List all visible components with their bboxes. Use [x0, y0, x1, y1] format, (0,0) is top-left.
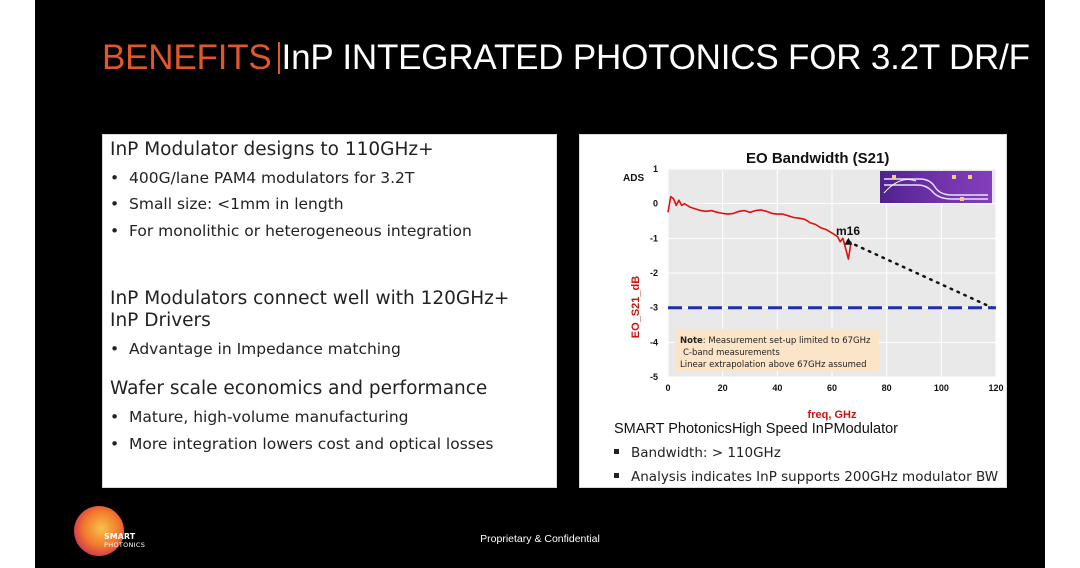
note-box	[675, 329, 879, 371]
note-line-2: C-band measurements	[683, 348, 780, 358]
note-line-3: Linear extrapolation above 67GHz assumed	[680, 360, 867, 370]
list-item-text: For monolithic or heterogeneous integrat…	[129, 222, 472, 240]
chart-title: EO Bandwidth (S21)	[746, 150, 889, 167]
logo-mark-icon	[74, 506, 124, 556]
caption-part: Modulator	[833, 421, 898, 437]
note-text: : Measurement set-up limited to 67GHz	[703, 336, 871, 346]
y-tick-label: -4	[650, 337, 658, 347]
logo-line-2: PHOTONICS	[104, 541, 146, 549]
y-tick-label: -5	[650, 372, 658, 382]
heading-line: InP Modulators connect well with 120GHz+	[110, 288, 510, 309]
list-item-text: Advantage in Impedance matching	[129, 340, 401, 358]
bullet-glyph: •	[110, 222, 120, 240]
gridlines	[667, 168, 997, 378]
bullet-glyph: •	[110, 408, 120, 426]
title-rest: InP INTEGRATED PHOTONICS FOR 3.2T DR/F	[281, 38, 1030, 77]
marker-label: m16	[836, 224, 860, 238]
y-tick-label: 0	[653, 199, 658, 209]
chip-photo	[880, 171, 992, 203]
chart-panel: 0 20 40 60 80 100 120 1 0 -1 -2 -3 -4 -5 EO Bandwidth…	[579, 134, 1007, 488]
list-item: • Small size: <1mm in length	[110, 194, 344, 214]
list-item: • For monolithic or heterogeneous integra…	[110, 221, 472, 241]
list-item: • Mature, high-volume manufacturing	[110, 407, 408, 427]
square-bullet-icon	[614, 449, 619, 454]
list-item-text: Mature, high-volume manufacturing	[129, 408, 409, 426]
y-tick-label: -3	[650, 303, 658, 313]
logo-text: SMART PHOTONICS	[104, 532, 145, 550]
y-tick-label: -1	[650, 233, 658, 243]
logo-line-1: SMART	[104, 532, 136, 541]
x-tick-label: 20	[718, 383, 728, 393]
list-item-text: Bandwidth: > 110GHz	[631, 445, 781, 461]
x-tick-label: 80	[882, 383, 892, 393]
list-item: Analysis indicates InP supports 200GHz m…	[614, 469, 998, 485]
list-item: • More integration lowers cost and optica…	[110, 434, 494, 454]
bullet-glyph: •	[110, 195, 120, 213]
benefits-panel: InP Modulator designs to 110GHz+ • 400G/l…	[102, 134, 557, 488]
eo-bandwidth-chart: 0 20 40 60 80 100 120 1 0 -1 -2 -3 -4 -5 EO Bandwidth…	[623, 150, 1004, 421]
section-heading-modulator: InP Modulator designs to 110GHz+	[110, 139, 434, 160]
section-heading-wafer: Wafer scale economics and performance	[110, 378, 488, 399]
y-axis-label: EO_S21_dB	[630, 276, 642, 338]
text-cursor	[277, 42, 280, 74]
bullet-glyph: •	[110, 340, 120, 358]
list-item: • 400G/lane PAM4 modulators for 3.2T	[110, 168, 414, 188]
x-tick-label: 100	[934, 383, 949, 393]
note-line-1: Note: Measurement set-up limited to 67GH…	[680, 336, 871, 346]
series-layer	[667, 195, 998, 311]
list-item-text: Small size: <1mm in length	[129, 195, 344, 213]
square-bullet-icon	[614, 473, 619, 478]
slide: BENEFITS InP INTEGRATED PHOTONICS FOR 3.2…	[35, 0, 1045, 568]
title-accent: BENEFITS	[102, 38, 272, 77]
list-item-text: 400G/lane PAM4 modulators for 3.2T	[129, 169, 415, 187]
list-item: • Advantage in Impedance matching	[110, 339, 401, 359]
series-line-linear-extrapolation	[847, 240, 998, 311]
x-tick-label: 60	[827, 383, 837, 393]
heading-line: InP Drivers	[110, 310, 211, 331]
y-tick-label: 1	[653, 164, 658, 174]
ads-label: ADS	[623, 173, 644, 184]
tick-labels: 0 20 40 60 80 100 120 1 0 -1 -2 -3 -4 -5	[650, 164, 1004, 393]
series-line-measured-eo-s21	[667, 195, 852, 260]
smart-photonics-logo: SMART PHOTONICS	[74, 506, 184, 556]
x-axis-label: freq, GHz	[808, 409, 857, 421]
chart-caption: SMART PhotonicsHigh Speed InPModulator	[614, 421, 898, 437]
list-item: Bandwidth: > 110GHz	[614, 445, 781, 461]
slide-title: BENEFITS InP INTEGRATED PHOTONICS FOR 3.2…	[102, 38, 1030, 78]
x-tick-label: 120	[988, 383, 1003, 393]
y-tick-label: -2	[650, 268, 658, 278]
note-label: Note	[680, 336, 703, 346]
section-heading-drivers: InP Modulators connect well with 120GHz+…	[110, 288, 509, 332]
list-item-text: More integration lowers cost and optical…	[129, 435, 494, 453]
bullet-glyph: •	[110, 169, 120, 187]
x-tick-label: 40	[772, 383, 782, 393]
x-tick-label: 0	[665, 383, 670, 393]
caption-part: SMART Photonics	[614, 421, 732, 437]
bullet-glyph: •	[110, 435, 120, 453]
caption-part: High Speed InP	[731, 421, 834, 437]
list-item-text: Analysis indicates InP supports 200GHz m…	[631, 469, 999, 485]
marker-m16-icon	[844, 237, 853, 245]
footer-confidential: Proprietary & Confidential	[480, 533, 600, 545]
